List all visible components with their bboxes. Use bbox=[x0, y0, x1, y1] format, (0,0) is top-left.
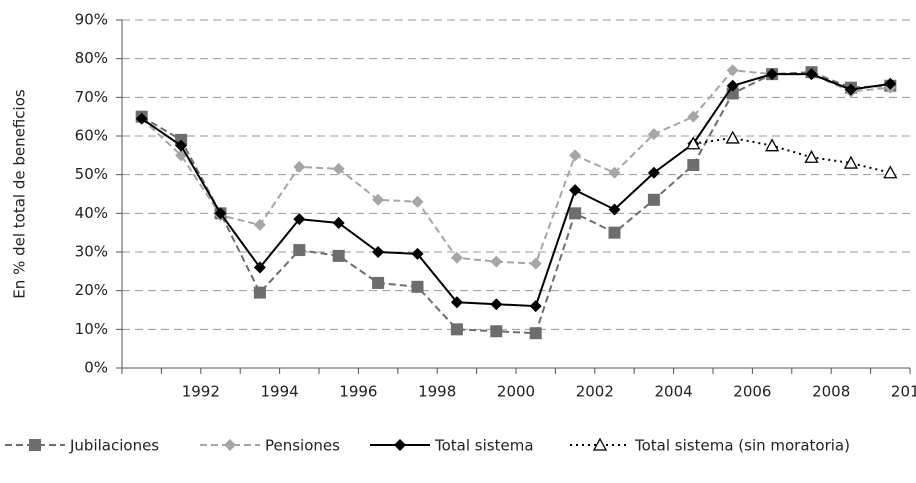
point bbox=[529, 327, 542, 340]
series-line bbox=[141, 73, 891, 308]
point bbox=[450, 251, 463, 264]
y-axis-label: En % del total de beneficios bbox=[11, 89, 29, 299]
y-tick-label: 80% bbox=[75, 49, 108, 67]
point bbox=[332, 162, 345, 175]
point bbox=[293, 160, 306, 173]
point bbox=[490, 298, 503, 311]
legend-label: Pensiones bbox=[265, 437, 340, 455]
point bbox=[647, 166, 660, 179]
point bbox=[293, 213, 306, 226]
point bbox=[608, 226, 621, 239]
x-tick-label: 1992 bbox=[182, 383, 220, 401]
x-tick-label: 2002 bbox=[576, 383, 614, 401]
point bbox=[411, 247, 424, 260]
y-tick-label: 70% bbox=[75, 88, 108, 106]
point bbox=[529, 300, 542, 313]
x-tick-label: 2004 bbox=[655, 383, 693, 401]
y-tick-label: 20% bbox=[75, 281, 108, 299]
point bbox=[725, 130, 740, 144]
point bbox=[608, 203, 621, 216]
series-line bbox=[141, 71, 891, 335]
point bbox=[569, 149, 582, 162]
point bbox=[647, 128, 660, 141]
point bbox=[804, 149, 819, 163]
point bbox=[372, 246, 385, 258]
x-tick-label: 2010 bbox=[891, 383, 916, 401]
point bbox=[332, 249, 345, 262]
x-tick-label: 1994 bbox=[261, 383, 299, 401]
legend-marker bbox=[394, 439, 406, 451]
point bbox=[214, 207, 227, 220]
x-tick-label: 1998 bbox=[418, 383, 456, 401]
point bbox=[372, 276, 385, 289]
point bbox=[726, 79, 739, 92]
point bbox=[450, 323, 463, 336]
point bbox=[253, 261, 266, 274]
point bbox=[411, 280, 424, 293]
x-tick-label: 2000 bbox=[497, 383, 535, 401]
series-line bbox=[693, 136, 891, 174]
y-tick-label: 60% bbox=[75, 127, 108, 145]
y-tick-label: 40% bbox=[75, 204, 108, 222]
point bbox=[843, 155, 858, 169]
point bbox=[529, 257, 542, 270]
point bbox=[293, 244, 306, 257]
point bbox=[253, 286, 266, 299]
y-tick-label: 10% bbox=[75, 320, 108, 338]
point bbox=[765, 138, 780, 152]
point bbox=[687, 159, 700, 171]
y-tick-label: 90% bbox=[75, 11, 108, 29]
point bbox=[686, 136, 701, 150]
point bbox=[608, 166, 621, 179]
point bbox=[766, 68, 779, 81]
point bbox=[726, 64, 739, 77]
point bbox=[569, 207, 582, 220]
point bbox=[450, 296, 463, 309]
point bbox=[372, 193, 385, 206]
x-tick-label: 2008 bbox=[812, 383, 850, 401]
point bbox=[844, 83, 857, 96]
point bbox=[135, 112, 148, 125]
x-tick-label: 1996 bbox=[339, 383, 377, 401]
series-line bbox=[141, 69, 891, 265]
point bbox=[490, 325, 503, 338]
point bbox=[411, 195, 424, 208]
point bbox=[175, 139, 188, 152]
point bbox=[687, 110, 700, 123]
y-tick-label: 50% bbox=[75, 165, 108, 183]
legend-label: Total sistema (sin moratoria) bbox=[634, 437, 850, 455]
legend-marker bbox=[592, 437, 608, 451]
point bbox=[884, 77, 897, 90]
y-tick-label: 30% bbox=[75, 243, 108, 261]
point bbox=[332, 217, 345, 229]
point bbox=[253, 218, 266, 231]
point bbox=[490, 255, 503, 268]
legend-label: Total sistema bbox=[434, 437, 534, 455]
y-tick-label: 0% bbox=[84, 359, 108, 377]
point bbox=[569, 184, 582, 197]
point bbox=[883, 165, 898, 179]
x-tick-label: 2006 bbox=[733, 383, 771, 401]
legend-label: Jubilaciones bbox=[69, 437, 159, 455]
point bbox=[805, 68, 818, 81]
legend-marker bbox=[29, 439, 41, 451]
legend-marker bbox=[224, 439, 236, 451]
point bbox=[647, 193, 660, 206]
